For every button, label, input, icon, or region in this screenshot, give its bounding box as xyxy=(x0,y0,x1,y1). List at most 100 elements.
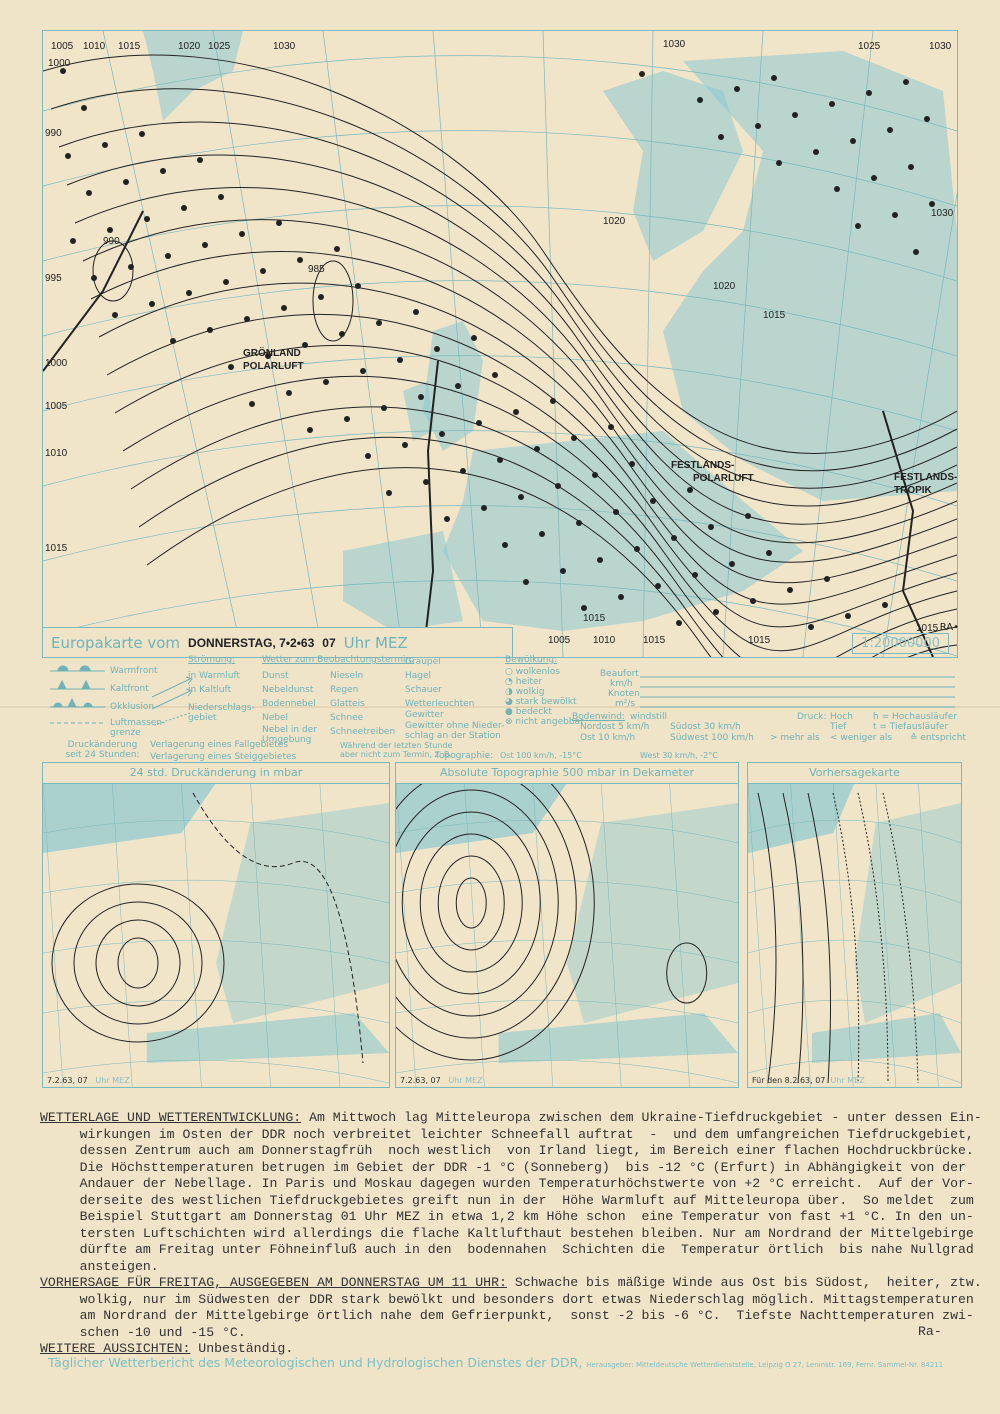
land-mass xyxy=(603,71,743,261)
station-symbol xyxy=(397,357,403,363)
stroemung-niederschlag: Niederschlags-gebiet xyxy=(188,703,255,723)
wetter-gewitter: Gewitter xyxy=(405,710,444,720)
station-symbol xyxy=(260,268,266,274)
isobar xyxy=(782,792,804,1084)
map-legend: Warmfront Kaltfront Okklusion Luftmassen… xyxy=(40,655,966,762)
station-symbol xyxy=(850,138,856,144)
wetterlage-line: Die Höchsttemperaturen betrugen im Gebie… xyxy=(40,1159,966,1175)
map-date: DONNERSTAG, 7•2•63 xyxy=(188,635,315,650)
station-symbol xyxy=(355,283,361,289)
small-map-date: 7.2.63, 07 Uhr MEZ xyxy=(47,1076,130,1085)
graticule-line xyxy=(432,30,484,658)
station-symbol xyxy=(228,364,234,370)
isobar-label: 1005 xyxy=(45,401,68,412)
wetterlage-line: Am Mittwoch lag Mitteleuropa zwischen de… xyxy=(301,1110,982,1125)
station-symbol xyxy=(360,368,366,374)
station-symbol xyxy=(824,576,830,582)
isobar-label: 1015 xyxy=(45,543,68,554)
map-drawing xyxy=(396,763,738,1087)
graticule-line xyxy=(43,819,389,844)
station-symbol xyxy=(286,390,292,396)
station-symbol xyxy=(460,468,466,474)
beaufort-scale-table xyxy=(640,676,955,708)
forecast-map: Vorhersagekarte Für den 8.2.63, 07 Uhr M… xyxy=(747,762,962,1088)
isobar-label: 1020 xyxy=(713,281,736,292)
topo-example-1: Ost 100 km/h, -15°C xyxy=(500,751,582,760)
station-symbol xyxy=(539,531,545,537)
station-symbol xyxy=(924,116,930,122)
station-symbol xyxy=(318,294,324,300)
graticule-line xyxy=(396,879,738,904)
isobar-label: 1015 xyxy=(763,310,786,321)
vorhersage-line: Schwache bis mäßige Winde aus Ost bis Sü… xyxy=(506,1275,982,1290)
verlagerung-fall: Verlagerung eines Fallgebietes xyxy=(150,740,289,750)
graticule-line xyxy=(669,782,690,1087)
graticule-line xyxy=(181,782,202,1087)
station-symbol xyxy=(112,312,118,318)
date-text: 7.2.63, 07 xyxy=(47,1076,88,1085)
station-symbol xyxy=(618,594,624,600)
footer-publisher: Herausgeber: Mitteldeutsche Wetterdienst… xyxy=(586,1361,944,1369)
wetter-regen: Regen xyxy=(330,685,359,695)
graticule-line xyxy=(250,782,271,1087)
isobar-label: 1015 xyxy=(583,613,606,624)
wetter-nieseln: Nieseln xyxy=(330,671,364,681)
isobar xyxy=(58,121,958,489)
wetter-glatteis: Glatteis xyxy=(330,699,365,709)
graticule-line xyxy=(918,782,939,1087)
verlagerung-steig: Verlagerung eines Steiggebietes xyxy=(150,752,297,762)
bewoelkung-title: Bewölkung: xyxy=(505,655,558,665)
station-symbol xyxy=(160,168,166,174)
station-symbol xyxy=(697,97,703,103)
isobar xyxy=(50,88,958,472)
station-symbol xyxy=(871,175,877,181)
bewoelkung-label: nicht angebbar xyxy=(515,717,584,727)
station-symbol xyxy=(929,201,935,207)
graticule-line xyxy=(875,782,897,1087)
isobar-label: 1030 xyxy=(929,41,952,52)
station-symbol xyxy=(281,305,287,311)
graticule-line xyxy=(212,30,324,658)
isobar-label: 1005 xyxy=(548,635,571,646)
graticule-line xyxy=(43,939,389,964)
isobar-label: 1015 xyxy=(643,635,666,646)
station-symbol xyxy=(497,457,503,463)
low-pressure-isobar xyxy=(312,260,354,342)
station-symbol xyxy=(597,557,603,563)
weather-report: WETTERLAGE UND WETTERENTWICKLUNG: Am Mit… xyxy=(40,1110,982,1358)
isobar-label: 1005 xyxy=(51,41,74,52)
bewoelkung-5: ⊗ nicht angebbar xyxy=(505,717,584,727)
station-symbol xyxy=(502,542,508,548)
isobar-label: 1000 xyxy=(48,58,71,69)
station-symbol xyxy=(855,223,861,229)
graticule-line xyxy=(42,280,958,357)
land-mass xyxy=(216,803,389,1023)
station-symbol xyxy=(481,505,487,511)
isobar xyxy=(74,186,958,525)
station-symbol xyxy=(650,498,656,504)
graticule-line xyxy=(790,782,811,1087)
station-symbol xyxy=(676,620,682,626)
graticule-line xyxy=(396,1059,738,1084)
bewoelkung-label: wolkig xyxy=(515,687,545,697)
station-symbol xyxy=(455,383,461,389)
map-hour: 07 xyxy=(322,635,336,650)
isobar xyxy=(114,344,958,628)
land-mass xyxy=(811,1013,961,1063)
land-mass xyxy=(443,431,803,631)
map-drawing xyxy=(43,782,389,1087)
isallobar xyxy=(73,901,203,1025)
bewoelkung-label: wolkenlos xyxy=(515,667,560,677)
aussichten-text: Unbeständig. xyxy=(190,1341,294,1356)
station-symbol xyxy=(81,105,87,111)
signature: Ra- xyxy=(918,1324,942,1339)
station-symbol xyxy=(144,216,150,222)
station-symbol xyxy=(755,123,761,129)
station-symbol xyxy=(903,79,909,85)
wetterlage-line: dürfte am Freitag unter Föhneinfluß auch… xyxy=(40,1242,974,1257)
station-symbol xyxy=(65,153,71,159)
station-symbol xyxy=(218,194,224,200)
bodenwind-suedost: Südost 30 km/h xyxy=(670,722,741,732)
height-contour xyxy=(396,763,595,1061)
graticule-line xyxy=(748,999,961,1024)
